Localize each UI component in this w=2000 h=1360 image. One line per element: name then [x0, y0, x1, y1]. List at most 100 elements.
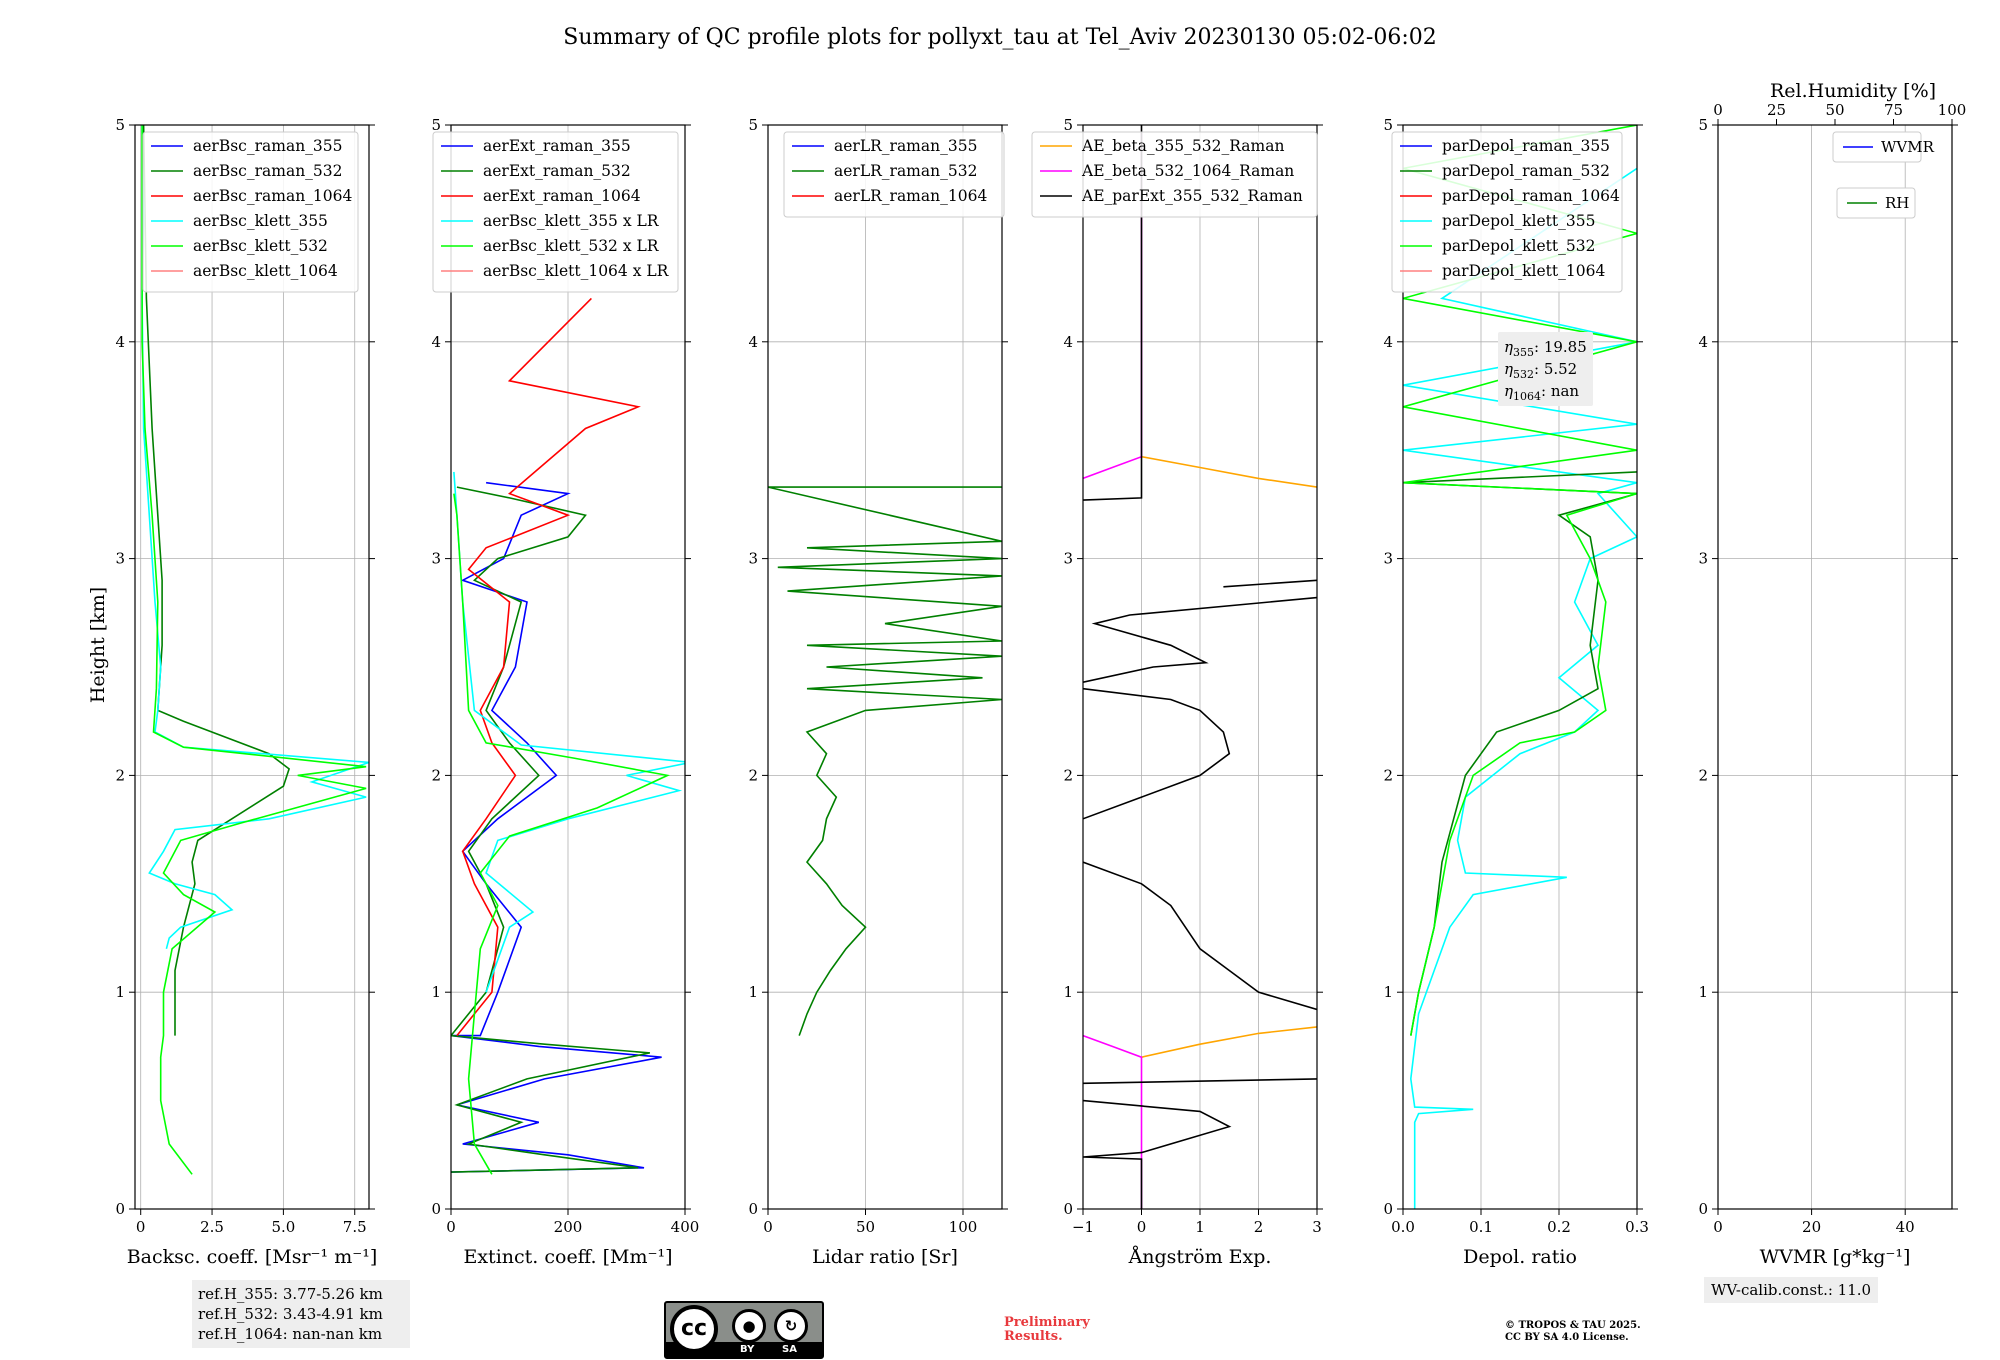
- series-line-AE_parExt_355_532_Raman: [1083, 861, 1317, 1011]
- legend-entry: aerBsc_klett_1064: [193, 262, 338, 280]
- x-tick-label: 200: [554, 1218, 583, 1236]
- series-line-parDepol_klett_355: [1403, 167, 1637, 1209]
- x-tick-label: 0.2: [1547, 1218, 1571, 1236]
- x-axis-label: Backsc. coeff. [Msr⁻¹ m⁻¹]: [127, 1246, 378, 1268]
- legend-entry: aerBsc_raman_532: [193, 162, 343, 180]
- legend-entry: aerExt_raman_355: [483, 137, 631, 155]
- y-tick-label: 1: [1698, 983, 1708, 1001]
- series-line-aerBsc_klett_532 x LR: [453, 493, 671, 1175]
- eta-value: : 5.52: [1534, 360, 1577, 378]
- x2-tick-label: 25: [1767, 101, 1786, 119]
- x-axis-label: Ångström Exp.: [1128, 1246, 1272, 1268]
- series-group: [1083, 125, 1317, 1209]
- y-tick-label: 5: [431, 116, 441, 134]
- series-line-aerBsc_klett_355: [141, 125, 369, 950]
- y-tick-label: 1: [115, 983, 125, 1001]
- series-group: [768, 486, 1002, 1036]
- eta-subscript: 355: [1513, 346, 1534, 359]
- x-axis-label: Extinct. coeff. [Mm⁻¹]: [463, 1246, 672, 1268]
- series-line-aerExt_raman_1064: [456, 297, 641, 1037]
- x-tick-label: 40: [1896, 1218, 1915, 1236]
- y-tick-label: 1: [1383, 983, 1393, 1001]
- panel-6: 0 20 40 0 1 2 3 4 5 WVMR [g*kg⁻¹] 0 25 50 75 100Rel.Hu…: [1698, 80, 1966, 1268]
- ref-heights-box: ref.H_355: 3.77-5.26 km ref.H_532: 3.43-…: [192, 1280, 410, 1348]
- y-tick-label: 2: [748, 766, 758, 784]
- x-tick-label: 1: [1195, 1218, 1205, 1236]
- x-tick-label: 0.3: [1625, 1218, 1649, 1236]
- y-tick-label: 4: [748, 333, 758, 351]
- y-tick-label: 0: [748, 1200, 758, 1218]
- legend: WVMR RH: [1832, 131, 1935, 219]
- y-tick-label: 1: [1063, 983, 1073, 1001]
- preliminary-line-2: Results.: [1004, 1329, 1063, 1344]
- x-tick-label: 0: [763, 1218, 773, 1236]
- legend-entry: aerBsc_klett_355: [193, 212, 328, 230]
- x-tick-label: −1: [1072, 1218, 1094, 1236]
- panel-2: 0 200 400 0 1 2 3 4 5 Extinct. coeff. [Mm⁻¹] aerEx…: [431, 116, 699, 1268]
- panel-5: 0.0 0.1 0.2 0.3 0 1 2 3 4 5 Depol. ratio parDepol_r…: [1383, 116, 1648, 1268]
- y-tick-label: 0: [1698, 1200, 1708, 1218]
- x-tick-label: 20: [1802, 1218, 1821, 1236]
- y-tick-label: 5: [1063, 116, 1073, 134]
- legend-entry: aerLR_raman_355: [834, 137, 977, 155]
- legend-entry: parDepol_raman_1064: [1442, 187, 1620, 205]
- legend-entry: aerExt_raman_532: [483, 162, 631, 180]
- x-tick-label: 50: [856, 1218, 875, 1236]
- legend-box: [1031, 131, 1318, 218]
- by-person-icon: ●: [732, 1309, 766, 1343]
- legend-entry: parDepol_raman_355: [1442, 137, 1610, 155]
- x-tick-label: 0.0: [1391, 1218, 1415, 1236]
- figure-title: Summary of QC profile plots for pollyxt_…: [563, 25, 1436, 50]
- x2-tick-label: 0: [1713, 101, 1723, 119]
- x2-tick-label: 100: [1938, 101, 1967, 119]
- x2-tick-label: 50: [1825, 101, 1844, 119]
- y-tick-label: 3: [1063, 550, 1073, 568]
- y-tick-label: 1: [748, 983, 758, 1001]
- legend-entry: AE_beta_355_532_Raman: [1081, 137, 1284, 155]
- preliminary-line-1: Preliminary: [1004, 1315, 1090, 1330]
- ref-height-532: ref.H_532: 3.43-4.91 km: [198, 1305, 383, 1323]
- eta-subscript: 532: [1513, 368, 1534, 381]
- legend-entry: parDepol_klett_532: [1442, 237, 1595, 255]
- series-line-AE_parExt_355_532_Raman: [1223, 579, 1317, 588]
- eta-entry: η532: 5.52: [1504, 360, 1577, 381]
- x-axis-label: Depol. ratio: [1463, 1246, 1577, 1268]
- series-line-aerExt_raman_355: [451, 481, 662, 1173]
- y-tick-label: 4: [431, 333, 441, 351]
- legend: AE_beta_355_532_Raman AE_beta_532_1064_Ra…: [1031, 131, 1318, 218]
- copyright-note: © TROPOS & TAU 2025. CC BY SA 4.0 Licens…: [1505, 1320, 1641, 1344]
- eta-symbol: η: [1504, 338, 1513, 356]
- y-tick-label: 0: [1063, 1200, 1073, 1218]
- x-tick-label: 5.0: [271, 1218, 295, 1236]
- plot-frame: [1717, 124, 1953, 1210]
- series-line-AE_beta_355_532_Raman: [1141, 1026, 1317, 1058]
- x-tick-label: 3: [1312, 1218, 1322, 1236]
- x-tick-label: 0: [446, 1218, 456, 1236]
- x-tick-label: 7.5: [343, 1218, 367, 1236]
- y-tick-label: 0: [1383, 1200, 1393, 1218]
- legend-entry: aerExt_raman_1064: [483, 187, 641, 205]
- badge-sa-label: SA: [782, 1344, 797, 1355]
- cc-logo-icon: cc: [670, 1305, 718, 1353]
- legend-entry: aerBsc_klett_532: [193, 237, 328, 255]
- x-axis-label: WVMR [g*kg⁻¹]: [1760, 1246, 1911, 1268]
- series-group: [451, 297, 685, 1175]
- legend-box: [1832, 131, 1922, 163]
- x-tick-label: 2: [1254, 1218, 1264, 1236]
- eta-subscript: 1064: [1513, 390, 1541, 403]
- y-tick-label: 3: [431, 550, 441, 568]
- y-tick-label: 2: [1383, 766, 1393, 784]
- legend-entry: aerBsc_klett_355 x LR: [483, 212, 660, 230]
- legend-box: [432, 131, 679, 293]
- legend-entry: parDepol_klett_1064: [1442, 262, 1605, 280]
- y-tick-label: 5: [115, 116, 125, 134]
- wv-calib-box: WV-calib.const.: 11.0: [1704, 1277, 1879, 1303]
- y-tick-label: 4: [115, 333, 125, 351]
- legend-entry: aerBsc_raman_355: [193, 137, 343, 155]
- y-tick-label: 5: [748, 116, 758, 134]
- plot-frame: [767, 124, 1003, 1210]
- eta-symbol: η: [1504, 382, 1513, 400]
- x2-axis-label: Rel.Humidity [%]: [1770, 80, 1936, 102]
